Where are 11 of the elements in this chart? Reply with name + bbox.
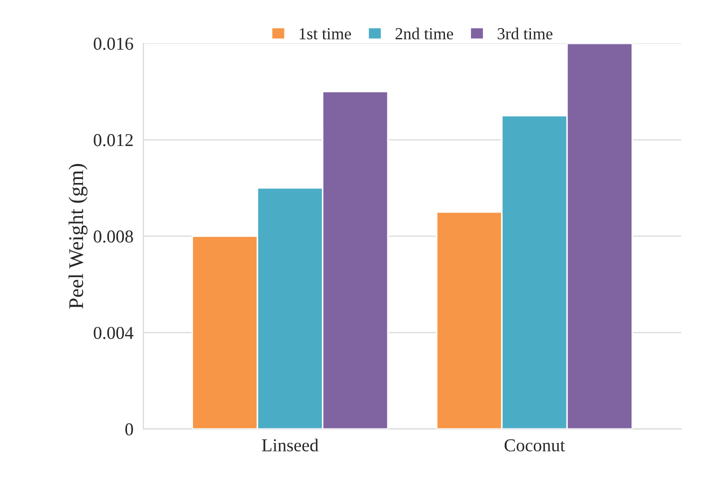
y-tick-label: 0.004 [94, 326, 134, 340]
y-tick-label: 0.008 [94, 230, 133, 243]
y-tick-label: 0 [125, 423, 133, 436]
y-tick-label: 0.012 [94, 134, 133, 146]
y-tick-label: 0.016 [94, 38, 134, 50]
legend-label: 1st time [300, 28, 351, 40]
x-tick-label: Coconut [504, 439, 565, 452]
y-axis-title: Peel Weight (gm) [68, 164, 88, 309]
x-tick-label: Linseed [262, 438, 318, 452]
legend-label: 2nd time [396, 28, 454, 40]
legend-label: 3rd time [498, 28, 552, 40]
